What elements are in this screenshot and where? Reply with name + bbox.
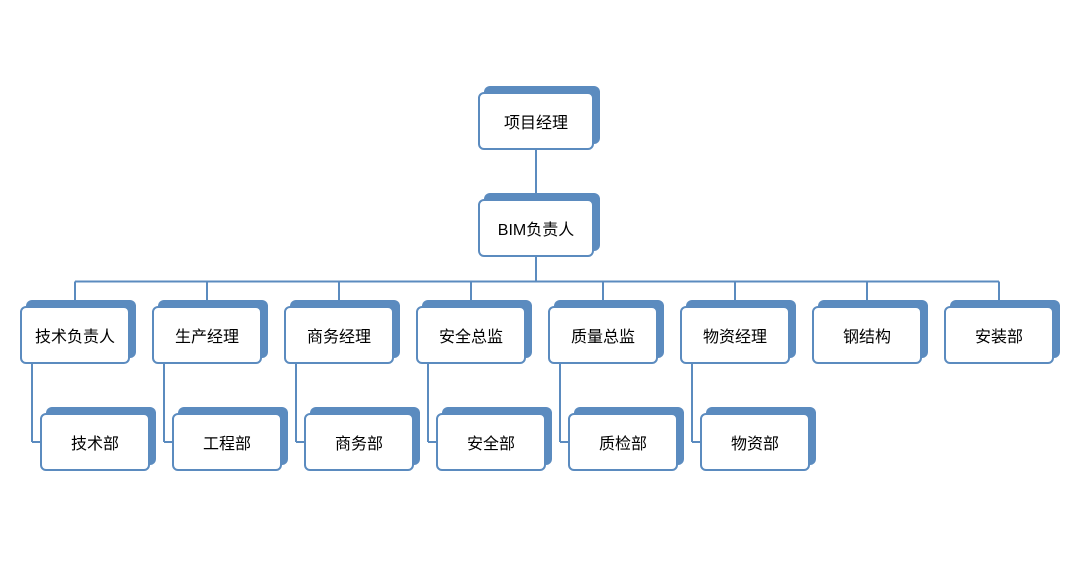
node-tech_lead: 技术负责人: [20, 306, 130, 364]
node-lead: BIM负责人: [478, 199, 594, 257]
node-lead-label: BIM负责人: [478, 199, 594, 257]
node-quality_dir-label: 质量总监: [548, 306, 658, 364]
node-quality_dir: 质量总监: [548, 306, 658, 364]
node-eng_dept-label: 工程部: [172, 413, 282, 471]
node-root-label: 项目经理: [478, 92, 594, 150]
node-prod_mgr-label: 生产经理: [152, 306, 262, 364]
node-material_mgr-label: 物资经理: [680, 306, 790, 364]
node-qc_dept-label: 质检部: [568, 413, 678, 471]
node-material_mgr: 物资经理: [680, 306, 790, 364]
node-safety_dir: 安全总监: [416, 306, 526, 364]
node-tech_lead-label: 技术负责人: [20, 306, 130, 364]
node-install: 安装部: [944, 306, 1054, 364]
node-biz_mgr: 商务经理: [284, 306, 394, 364]
node-steel-label: 钢结构: [812, 306, 922, 364]
node-biz_dept: 商务部: [304, 413, 414, 471]
node-biz_dept-label: 商务部: [304, 413, 414, 471]
node-prod_mgr: 生产经理: [152, 306, 262, 364]
node-safety_dept-label: 安全部: [436, 413, 546, 471]
node-steel: 钢结构: [812, 306, 922, 364]
node-qc_dept: 质检部: [568, 413, 678, 471]
node-safety_dir-label: 安全总监: [416, 306, 526, 364]
node-material_dept: 物资部: [700, 413, 810, 471]
node-tech_dept-label: 技术部: [40, 413, 150, 471]
node-material_dept-label: 物资部: [700, 413, 810, 471]
node-root: 项目经理: [478, 92, 594, 150]
node-biz_mgr-label: 商务经理: [284, 306, 394, 364]
node-install-label: 安装部: [944, 306, 1054, 364]
node-safety_dept: 安全部: [436, 413, 546, 471]
node-eng_dept: 工程部: [172, 413, 282, 471]
node-tech_dept: 技术部: [40, 413, 150, 471]
